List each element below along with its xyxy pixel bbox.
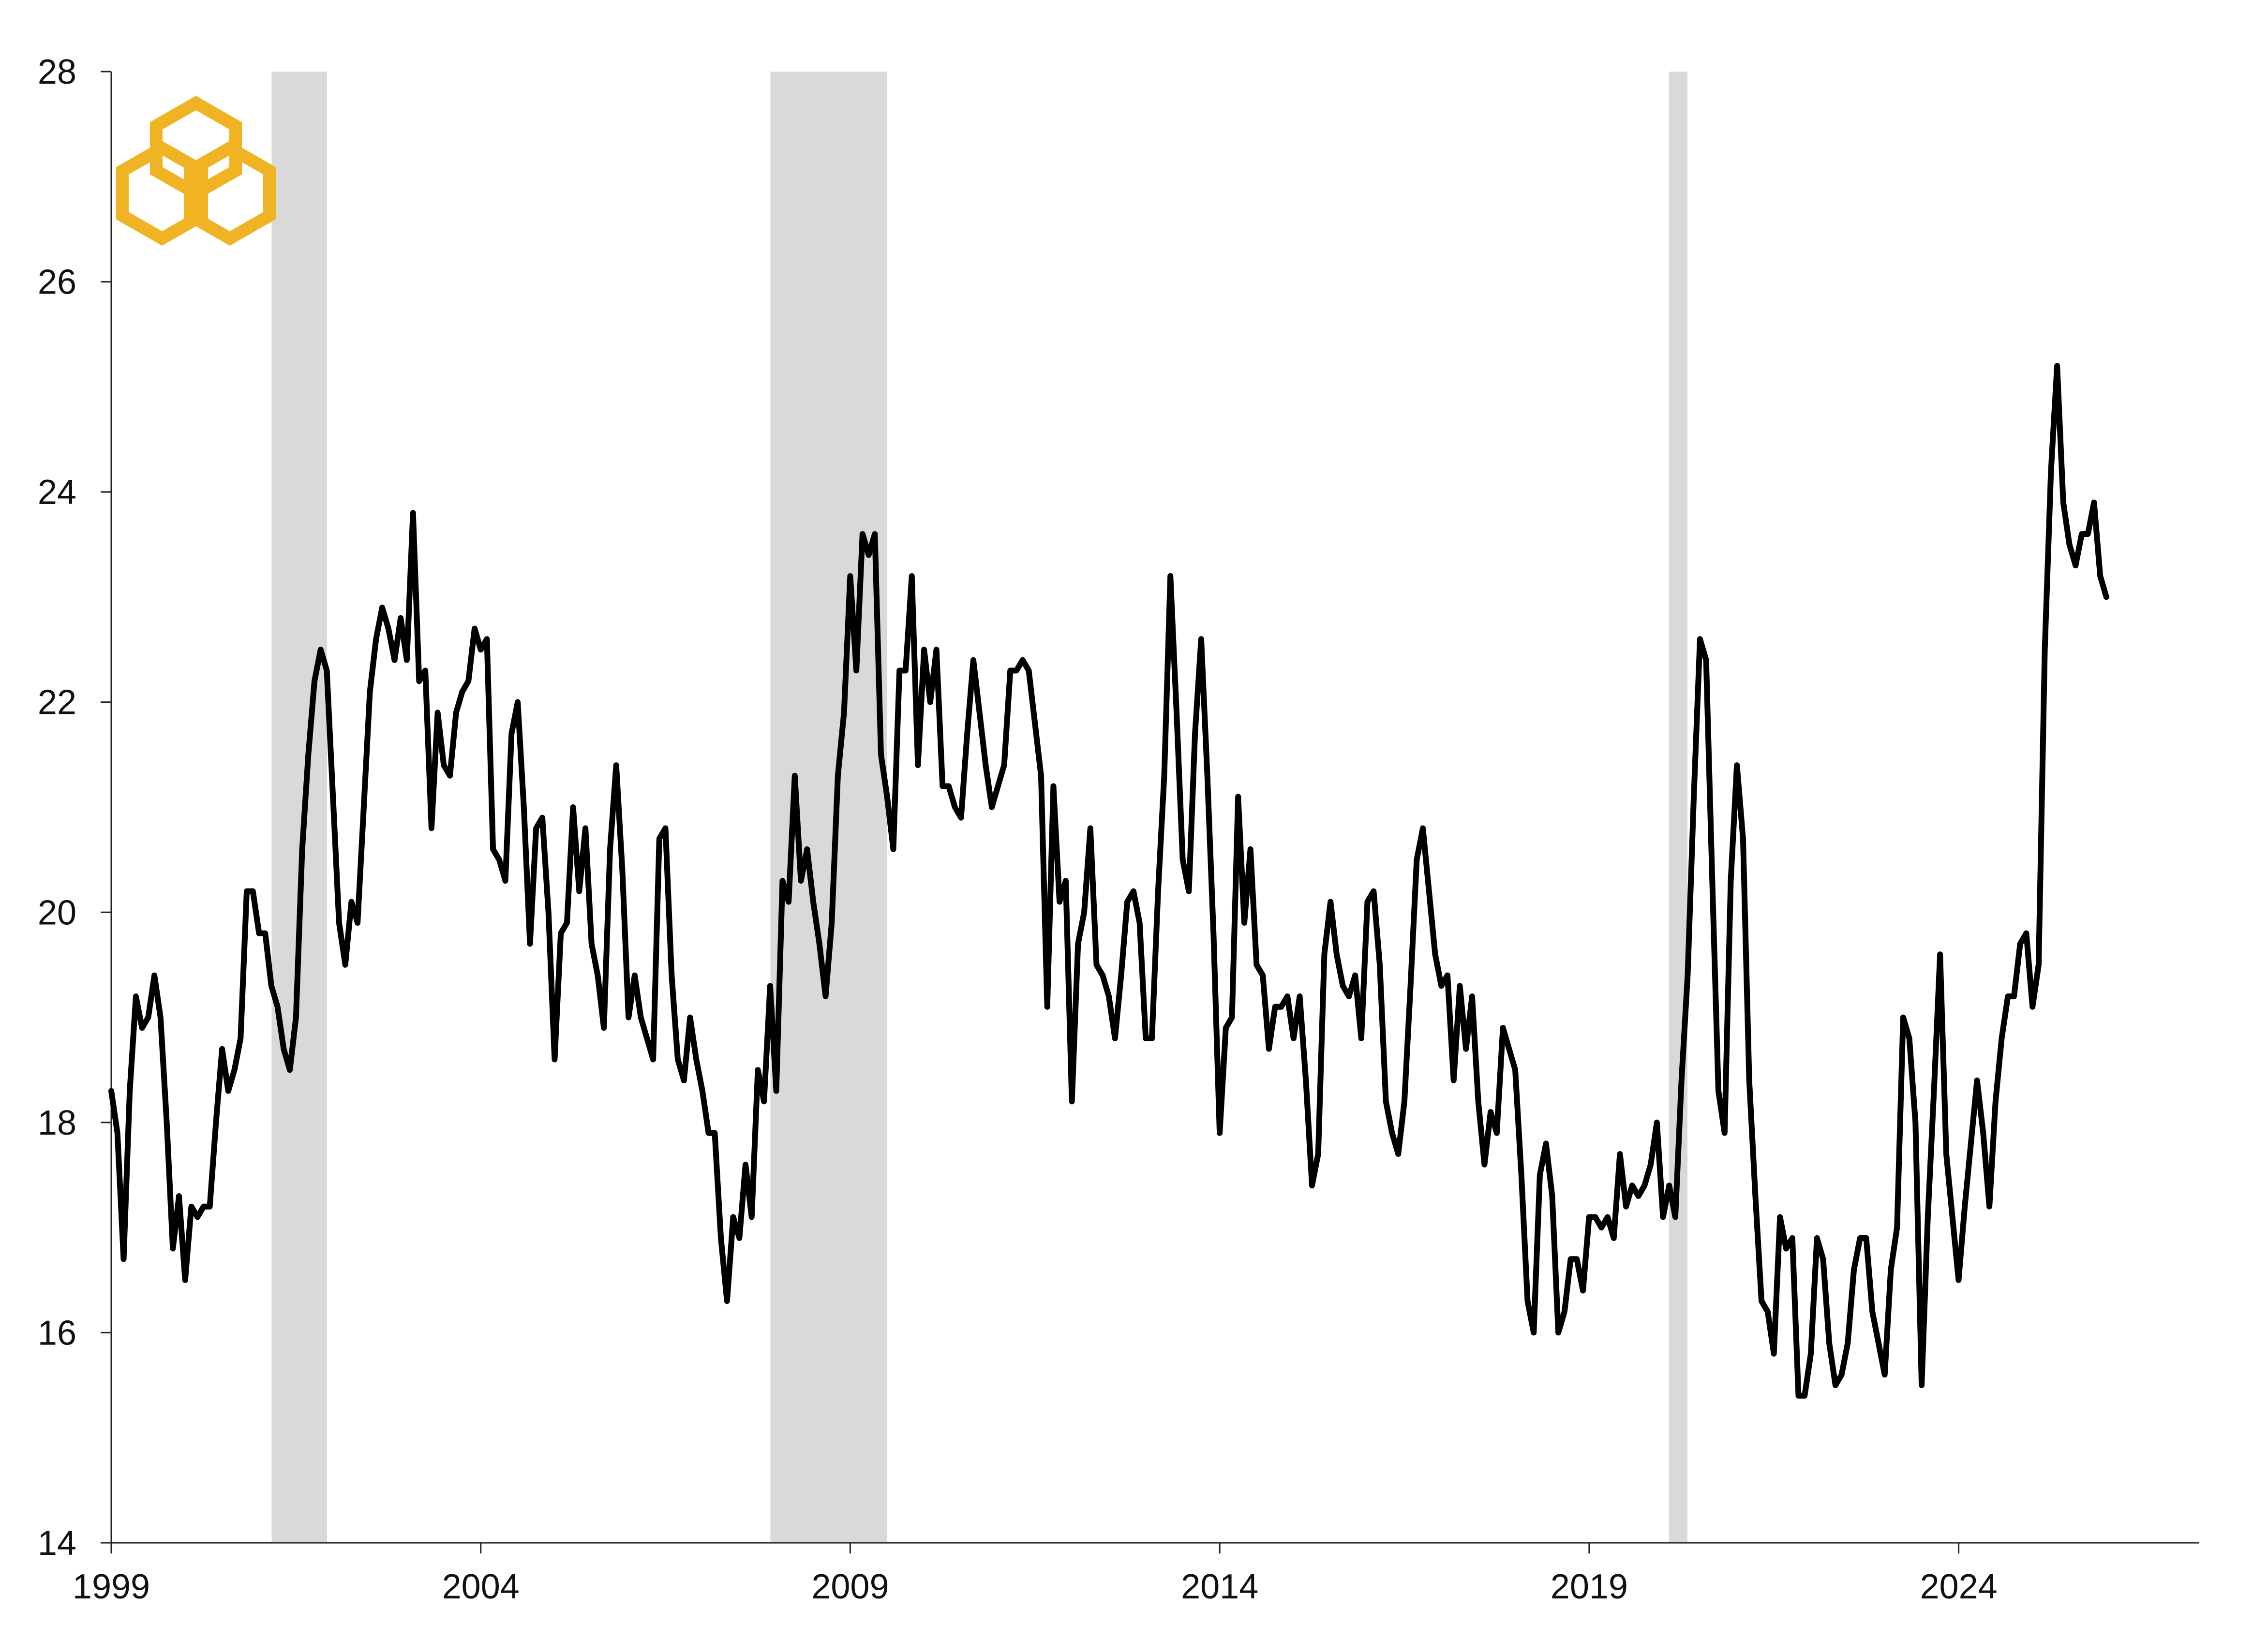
axes (110, 72, 2199, 1544)
recession-bands (271, 72, 1688, 1543)
y-tick-label: 18 (38, 1104, 76, 1142)
recession-band-0 (271, 72, 328, 1543)
y-tick-label: 28 (38, 53, 76, 91)
y-axis-ticks: 14 16 18 20 22 24 26 28 (38, 53, 111, 1563)
x-tick-label: 2019 (1551, 1567, 1628, 1606)
y-tick-label: 16 (38, 1314, 76, 1352)
interlocking-hexagons-logo-icon (116, 96, 276, 246)
y-tick-label: 26 (38, 263, 76, 302)
series-line-0 (108, 363, 2109, 1399)
y-tick-label: 14 (38, 1524, 76, 1563)
y-tick-label: 24 (38, 473, 76, 512)
y-tick-label: 22 (38, 683, 76, 722)
x-tick-label: 2014 (1181, 1567, 1258, 1606)
x-tick-label: 2024 (1920, 1567, 1997, 1606)
x-tick-label: 2004 (442, 1567, 520, 1606)
recession-band-2 (1669, 72, 1688, 1543)
x-axis-ticks: 1999 2004 2009 2014 2019 2024 (73, 1543, 1998, 1606)
x-tick-label: 2009 (811, 1567, 889, 1606)
series-layer (108, 363, 2109, 1399)
y-tick-label: 20 (38, 893, 76, 932)
x-tick-label: 1999 (73, 1567, 150, 1606)
recession-band-1 (770, 72, 887, 1543)
